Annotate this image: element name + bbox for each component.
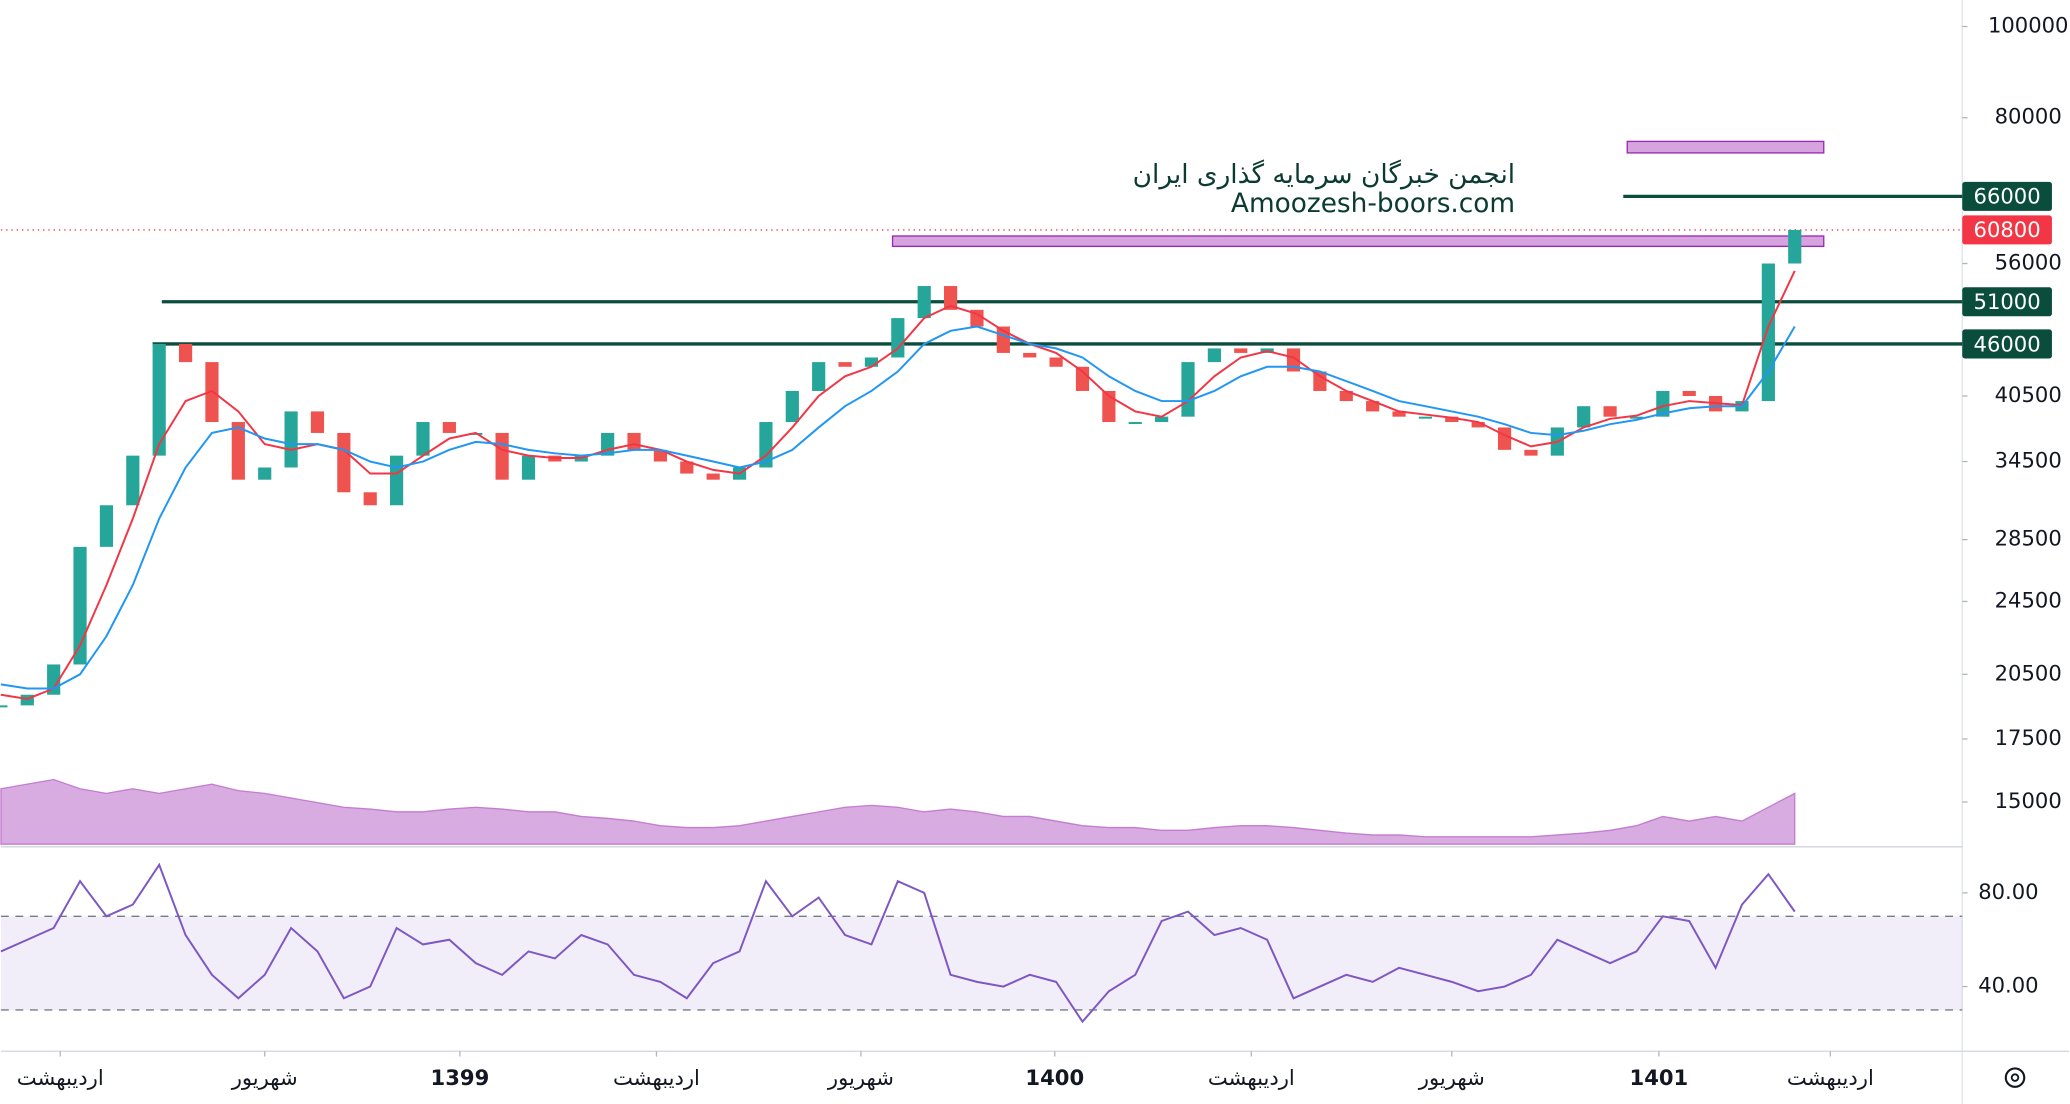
last-price-label: 60800 <box>1974 217 2041 242</box>
candle <box>864 357 879 367</box>
y-tick-label: 17500 <box>1995 725 2062 750</box>
watermark-subtitle: Amoozesh-boors.com <box>1231 189 1515 219</box>
level-label-box <box>1962 287 2052 317</box>
level-label: 51000 <box>1974 289 2041 314</box>
moving-average <box>0 325 1796 690</box>
candle <box>1049 357 1063 367</box>
level-label-box <box>1962 329 2052 359</box>
candle <box>1286 348 1301 372</box>
candle <box>1313 371 1327 391</box>
x-tick-label: 1400 <box>1025 1065 1084 1090</box>
zone <box>1626 140 1825 154</box>
level-label: 66000 <box>1974 184 2041 209</box>
candle <box>1207 348 1221 363</box>
candle <box>1181 362 1195 417</box>
moving-average <box>0 270 1796 700</box>
candle <box>627 432 641 450</box>
candle <box>20 694 34 706</box>
y-tick-label: 28500 <box>1995 526 2062 551</box>
rsi-tick-label: 80.00 <box>1978 879 2038 904</box>
candle <box>1075 366 1090 391</box>
watermark-title: انجمن خبرگان سرمایه گذاری ایران <box>1133 159 1515 190</box>
candle <box>1656 390 1670 417</box>
y-tick-label: 20500 <box>1995 660 2062 685</box>
x-tick-label: اردیبهشت <box>1208 1065 1295 1090</box>
x-tick-label: 1399 <box>431 1065 490 1090</box>
candle <box>442 422 456 433</box>
x-tick-label: 1401 <box>1630 1065 1689 1090</box>
candle <box>258 467 272 480</box>
candle <box>0 705 8 708</box>
candle <box>363 492 377 506</box>
x-tick-label: شهریور <box>1418 1065 1485 1090</box>
candle <box>1761 263 1775 402</box>
candle <box>99 505 114 547</box>
y-tick-label: 56000 <box>1995 250 2062 275</box>
candle <box>178 343 193 363</box>
candle <box>706 473 720 480</box>
candle <box>680 461 694 474</box>
candle <box>917 286 931 319</box>
zone <box>891 235 1825 248</box>
candle <box>152 343 166 456</box>
candle <box>1497 427 1512 450</box>
volume-area <box>0 778 1796 845</box>
last-price-box <box>1962 215 2052 245</box>
candle <box>1603 406 1617 417</box>
candle <box>1128 422 1142 425</box>
candle <box>231 422 245 480</box>
candle <box>1577 406 1591 428</box>
candle <box>1339 390 1353 402</box>
candle <box>416 422 430 456</box>
x-tick-label: اردیبهشت <box>17 1065 104 1090</box>
candle <box>653 449 667 462</box>
candle <box>1445 416 1459 423</box>
candle <box>73 546 87 665</box>
candle <box>891 318 905 358</box>
candle <box>759 422 773 468</box>
candle <box>284 411 298 468</box>
candle <box>126 455 140 506</box>
candle <box>1788 229 1802 264</box>
x-tick-label: شهریور <box>231 1065 298 1090</box>
level-label-box <box>1962 181 2052 211</box>
candle <box>970 309 984 327</box>
candle <box>390 455 404 506</box>
candle <box>1524 449 1538 456</box>
y-tick-label: 15000 <box>1995 788 2062 813</box>
y-tick-label: 34500 <box>1995 448 2062 473</box>
candle <box>1155 416 1169 423</box>
candle <box>495 432 509 480</box>
y-tick-label: 80000 <box>1995 104 2062 129</box>
candle <box>1234 348 1248 353</box>
candle <box>838 362 852 367</box>
candle <box>310 411 325 433</box>
settings-icon[interactable] <box>2004 1067 2026 1088</box>
rsi-tick-label: 40.00 <box>1978 973 2038 998</box>
x-tick-label: شهریور <box>827 1065 894 1090</box>
candle <box>943 286 958 310</box>
candle <box>1682 390 1696 396</box>
rsi-band <box>0 916 1963 1010</box>
x-tick-label: اردیبهشت <box>1787 1065 1874 1090</box>
candle <box>521 455 536 480</box>
candle <box>1471 422 1485 428</box>
level-label: 46000 <box>1974 331 2041 356</box>
candle <box>812 362 826 391</box>
candle <box>1418 416 1433 419</box>
candle <box>1366 401 1380 412</box>
candle <box>785 390 799 423</box>
x-tick-label: اردیبهشت <box>613 1065 700 1090</box>
y-tick-label: 100000 <box>1988 13 2069 38</box>
y-tick-label: 24500 <box>1995 587 2062 612</box>
candle <box>337 432 351 493</box>
candle <box>1392 411 1406 417</box>
candle <box>1629 416 1644 419</box>
y-tick-label: 40500 <box>1995 382 2062 407</box>
rsi-line <box>0 862 1796 1024</box>
candle <box>1023 352 1037 358</box>
